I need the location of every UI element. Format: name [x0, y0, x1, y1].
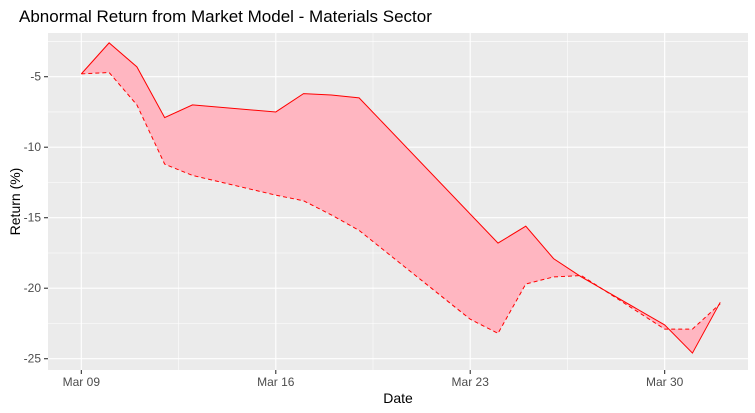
y-tick-label: -10 [24, 140, 42, 154]
y-tick-label: -20 [24, 281, 42, 295]
x-tick-label: Mar 09 [63, 375, 101, 389]
x-tick-label: Mar 30 [646, 375, 684, 389]
x-axis: Mar 09 Mar 16 Mar 23 Mar 30 [63, 370, 684, 389]
x-tick-label: Mar 23 [452, 375, 490, 389]
y-tick-label: -25 [24, 352, 42, 366]
series-line-dashed [81, 71, 721, 335]
y-axis-title: Return (%) [7, 168, 23, 236]
chart-title: Abnormal Return from Market Model - Mate… [19, 7, 432, 26]
x-tick-label: Mar 16 [257, 375, 295, 389]
y-tick-label: -15 [24, 211, 42, 225]
series-line-solid [80, 42, 721, 354]
abnormal-return-ribbon [81, 42, 721, 354]
x-axis-title: Date [383, 390, 413, 406]
y-tick-label: -5 [30, 70, 41, 84]
y-axis: -5 -10 -15 -20 -25 [24, 70, 48, 366]
